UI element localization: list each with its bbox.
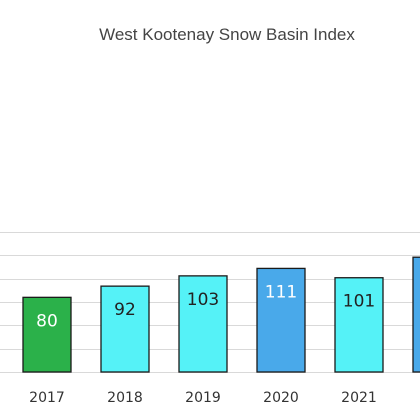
chart-title: West Kootenay Snow Basin Index [99,25,355,44]
bar-2019 [178,275,228,373]
data-label-2017: 80 [36,311,58,331]
data-label-2018: 92 [114,300,136,320]
data-label-2020: 111 [265,282,297,302]
data-labels: 80 92 103 111 101 [36,282,375,331]
bar-2021 [334,277,384,373]
bar-2020 [256,267,306,373]
bar-2018 [100,285,150,373]
x-tick-label-2017: 2017 [29,390,65,406]
bar-2017 [22,296,72,373]
data-label-2021: 101 [343,292,375,312]
data-label-2019: 103 [187,290,219,310]
x-tick-label-2018: 2018 [107,390,143,406]
bar-2022 [412,256,420,373]
x-tick-label-2021: 2021 [341,390,377,406]
x-tick-label-2020: 2020 [263,390,299,406]
bars [22,256,420,373]
x-tick-labels: 201720182019202020212022 [29,390,420,406]
x-tick-label-2019: 2019 [185,390,221,406]
